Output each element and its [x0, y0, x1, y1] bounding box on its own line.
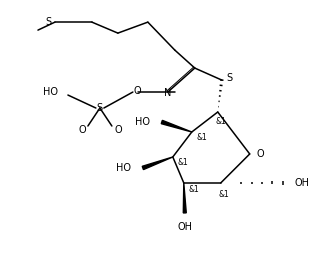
Text: S: S [97, 103, 103, 113]
Text: OH: OH [295, 178, 310, 188]
Text: O: O [257, 149, 264, 159]
Text: OH: OH [177, 222, 192, 232]
Text: HO: HO [135, 117, 150, 127]
Text: HO: HO [116, 163, 131, 173]
Text: &1: &1 [177, 158, 188, 167]
Text: N: N [164, 88, 172, 98]
Polygon shape [161, 120, 192, 132]
Text: O: O [133, 86, 141, 96]
Text: S: S [227, 73, 233, 83]
Text: &1: &1 [188, 186, 199, 195]
Text: O: O [78, 125, 86, 135]
Text: &1: &1 [215, 117, 226, 125]
Text: S: S [45, 17, 51, 27]
Text: O: O [114, 125, 122, 135]
Text: &1: &1 [218, 190, 229, 199]
Polygon shape [142, 157, 173, 170]
Text: &1: &1 [196, 133, 207, 142]
Text: HO: HO [43, 87, 58, 97]
Polygon shape [183, 183, 186, 213]
